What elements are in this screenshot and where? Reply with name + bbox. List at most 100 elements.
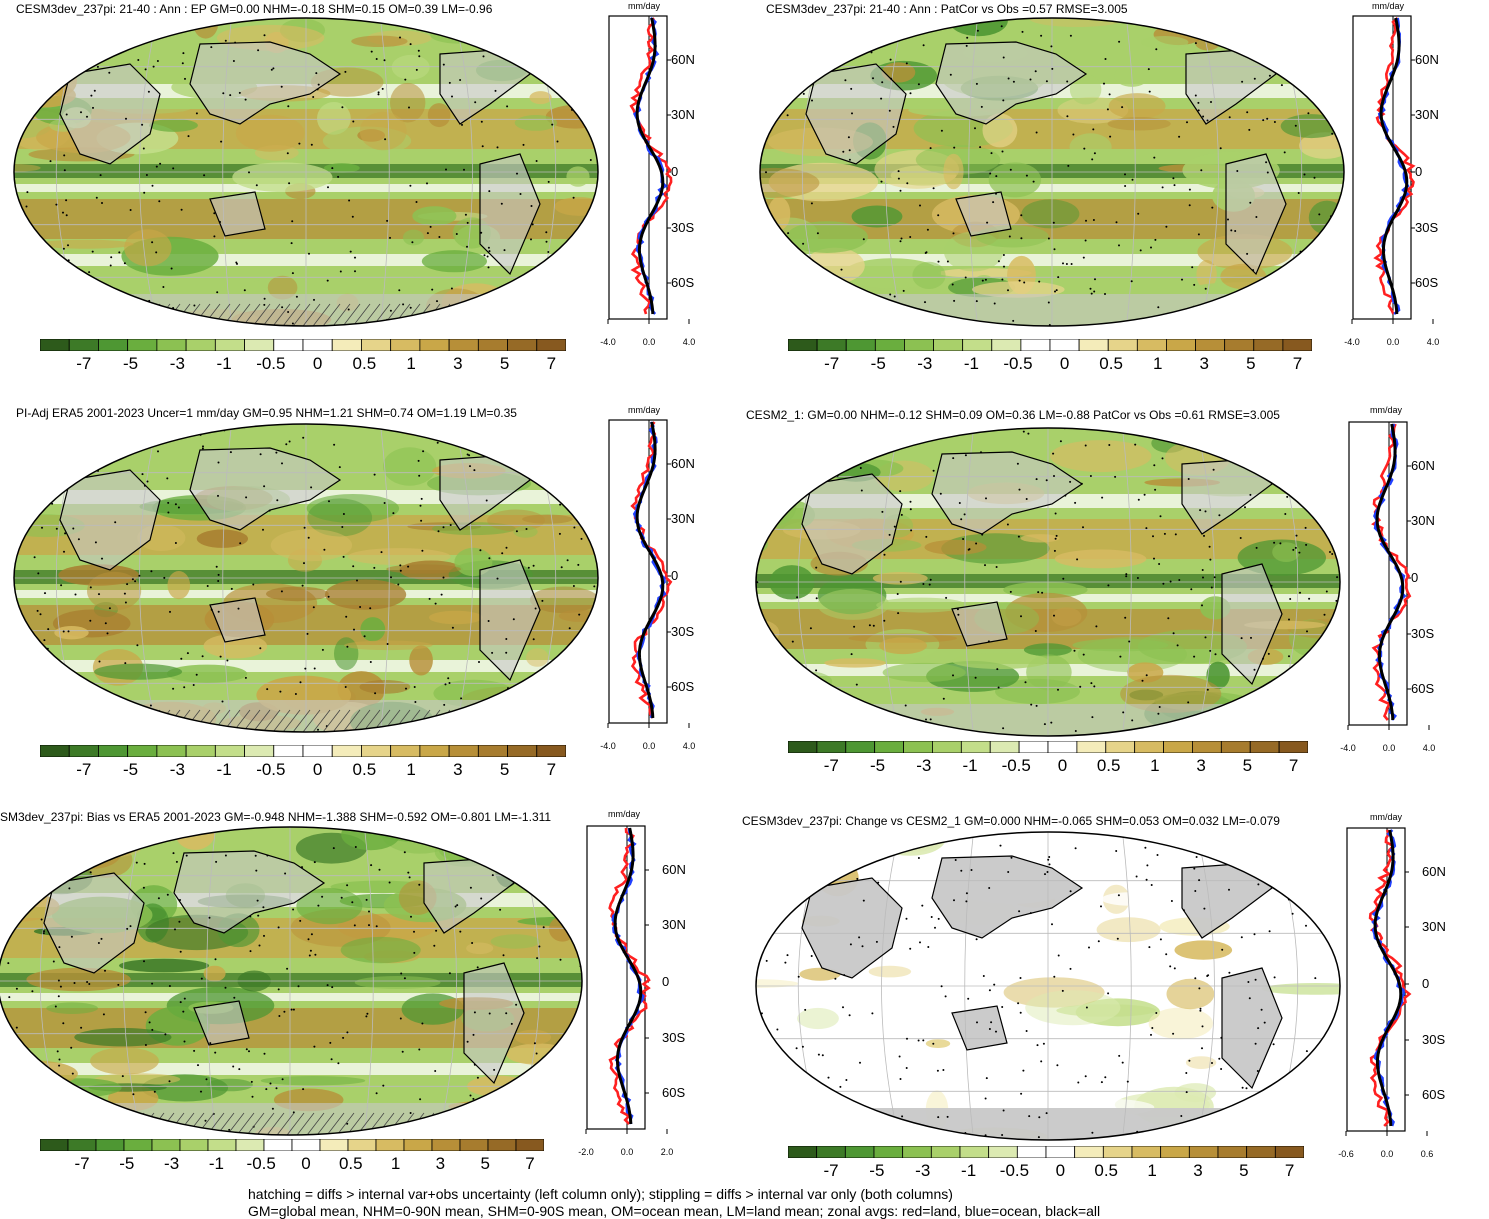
zonal-mean-plot: -4.0 0.0 4.0 60N 30N 0 30S 60S	[1344, 15, 1440, 347]
x-tick-label: 0.6	[1421, 1149, 1434, 1159]
colorbar-tick-label: -5	[123, 354, 139, 373]
colorbar-tick-label: 5	[499, 354, 510, 373]
y-tick-label: 30N	[1422, 919, 1446, 934]
colorbar-tick-label: -1	[208, 1154, 224, 1173]
y-tick-label: 30S	[671, 220, 694, 235]
colorbar-tick-label: -7	[74, 1154, 90, 1173]
colorbar-tick-label: -1	[216, 760, 232, 779]
colorbar-tick-label: 0.5	[1096, 756, 1121, 775]
zonal-unit-label: mm/day	[608, 809, 641, 819]
colorbar-tick-label: 7	[525, 1154, 535, 1173]
colorbar-tick-label: 0.5	[352, 760, 377, 779]
colorbar	[788, 1146, 1304, 1158]
colorbar-tick-label: -5	[869, 1161, 885, 1180]
zonal-mean-plot: -2.0 0.0 2.0 60N 30N 0 30S 60S	[578, 825, 686, 1157]
colorbar-labels: -7 -5 -3 -1 -0.5 0 0.5 1 3 5 7	[40, 760, 566, 782]
colorbar-tick-label: 3	[1193, 1161, 1203, 1180]
y-tick-label: 60N	[662, 862, 686, 877]
panel-title: CESM2_1: GM=0.00 NHM=-0.12 SHM=0.09 OM=0…	[746, 408, 1280, 422]
y-tick-label: 0	[671, 568, 678, 583]
colorbar-tick-label: 0	[1059, 354, 1070, 373]
colorbar-tick-label: 0	[312, 354, 323, 373]
y-tick-label: 30N	[671, 107, 695, 122]
x-tick-label: 4.0	[1423, 743, 1436, 753]
y-tick-label: 30S	[662, 1030, 685, 1045]
colorbar-tick-label: -5	[870, 354, 886, 373]
x-tick-label: 2.0	[661, 1147, 674, 1157]
footnote-line-1: hatching = diffs > internal var+obs unce…	[248, 1186, 953, 1202]
colorbar-tick-label: -3	[169, 760, 185, 779]
colorbar-tick-label: 7	[1284, 1161, 1295, 1180]
colorbar-labels: -7 -5 -3 -1 -0.5 0 0.5 1 3 5 7	[40, 354, 566, 376]
zonal-mean-plot: -0.6 0.0 0.6 60N 30N 0 30S 60S	[1338, 827, 1446, 1159]
y-tick-label: 0	[662, 974, 669, 989]
zonal-mean-plot: -4.0 0.0 4.0 60N 30N 0 30S 60S	[600, 419, 696, 751]
colorbar-tick-label: 0.5	[1094, 1161, 1119, 1180]
zonal-mean-plot: -4.0 0.0 4.0 60N 30N 0 30S 60S	[1340, 421, 1436, 753]
colorbar-tick-label: 3	[1199, 354, 1210, 373]
panel-title: CESM3dev_237pi: 21-40 : Ann : PatCor vs …	[766, 2, 1128, 16]
colorbar-tick-label: 7	[546, 354, 557, 373]
x-tick-label: 0.0	[643, 741, 656, 751]
x-tick-label: -4.0	[600, 741, 616, 751]
colorbar-tick-label: -0.5	[1003, 354, 1033, 373]
colorbar-tick-label: 1	[1147, 1161, 1157, 1180]
colorbar-tick-label: -3	[916, 756, 932, 775]
x-tick-label: -2.0	[578, 1147, 594, 1157]
colorbar-labels: -7 -5 -3 -1 -0.5 0 0.5 1 3 5 7	[788, 756, 1308, 778]
y-tick-label: 30S	[1415, 220, 1438, 235]
x-tick-label: 0.0	[1381, 1149, 1394, 1159]
y-tick-label: 30S	[671, 624, 694, 639]
colorbar-tick-label: -3	[915, 1161, 931, 1180]
precipitation-map	[755, 427, 1341, 737]
colorbar-tick-label: -0.5	[256, 354, 286, 373]
x-tick-label: -0.6	[1338, 1149, 1354, 1159]
colorbar-tick-label: 0.5	[1099, 354, 1123, 373]
zonal-unit-label: mm/day	[1370, 405, 1403, 415]
colorbar-tick-label: 5	[1246, 354, 1256, 373]
colorbar-tick-label: -7	[824, 354, 840, 373]
y-tick-label: 30N	[1415, 107, 1439, 122]
y-tick-label: 30N	[662, 917, 686, 932]
panel-title: SM3dev_237pi: Bias vs ERA5 2001-2023 GM=…	[0, 810, 552, 824]
colorbar-tick-label: -5	[869, 756, 886, 775]
precipitation-map	[0, 826, 583, 1136]
x-tick-label: 4.0	[683, 741, 696, 751]
y-tick-label: 60S	[671, 679, 694, 694]
colorbar-labels: -7 -5 -3 -1 -0.5 0 0.5 1 3 5 7	[788, 354, 1312, 376]
zonal-unit-label: mm/day	[628, 1, 661, 11]
colorbar	[788, 741, 1308, 753]
colorbar-tick-label: 1	[390, 1154, 401, 1173]
precipitation-map	[13, 17, 599, 327]
colorbar-tick-label: 0	[1057, 756, 1068, 775]
colorbar-tick-label: 0.5	[352, 354, 377, 373]
y-tick-label: 30S	[1411, 626, 1434, 641]
colorbar-tick-label: -1	[963, 354, 979, 373]
colorbar-tick-label: -3	[169, 354, 185, 373]
y-tick-label: 0	[671, 164, 678, 179]
y-tick-label: 60N	[671, 52, 695, 67]
colorbar	[788, 339, 1312, 351]
colorbar-tick-label: -7	[823, 1161, 839, 1180]
colorbar	[40, 339, 566, 351]
zonal-unit-label: mm/day	[1370, 812, 1403, 822]
y-tick-label: 60S	[671, 275, 694, 290]
precipitation-map	[13, 423, 599, 733]
colorbar-tick-label: 1	[406, 354, 416, 373]
colorbar-tick-label: -5	[119, 1154, 135, 1173]
y-tick-label: 60S	[1415, 275, 1438, 290]
colorbar-tick-label: -3	[917, 354, 933, 373]
colorbar-tick-label: 3	[453, 760, 463, 779]
colorbar-tick-label: 5	[1242, 756, 1253, 775]
x-tick-label: -4.0	[1340, 743, 1356, 753]
colorbar-tick-label: -5	[123, 760, 139, 779]
colorbar-tick-label: 0	[312, 760, 323, 779]
colorbar-tick-label: 7	[546, 760, 557, 779]
colorbar-tick-label: 7	[1288, 756, 1299, 775]
y-tick-label: 60N	[1415, 52, 1439, 67]
panel-title: CESM3dev_237pi: Change vs CESM2_1 GM=0.0…	[742, 814, 1280, 828]
x-tick-label: -4.0	[600, 337, 616, 347]
x-tick-label: 4.0	[1427, 337, 1440, 347]
colorbar-tick-label: -0.5	[246, 1154, 276, 1173]
colorbar-tick-label: 3	[1196, 756, 1206, 775]
